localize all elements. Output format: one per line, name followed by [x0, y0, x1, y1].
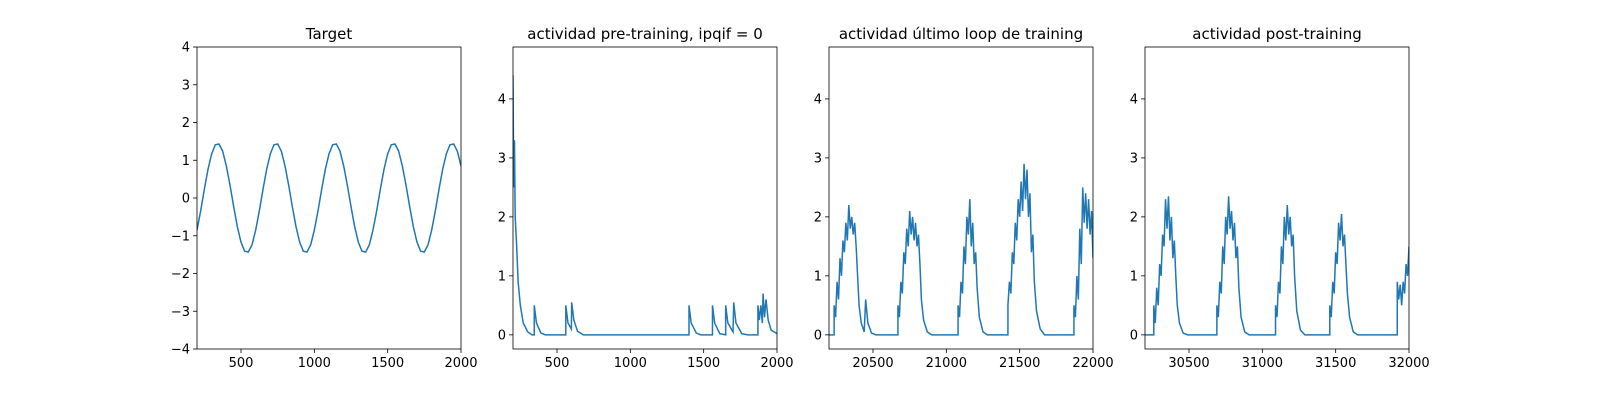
x-tick-label: 500 — [229, 356, 254, 371]
chart-title: actividad pre-training, ipqif = 0 — [527, 25, 763, 43]
x-tick-label: 2000 — [444, 356, 477, 371]
x-tick-label: 22000 — [1072, 356, 1113, 371]
x-tick-label: 20500 — [852, 356, 893, 371]
y-tick-label: 2 — [182, 116, 190, 131]
y-tick-label: 1 — [498, 269, 506, 284]
x-tick-label: 32000 — [1388, 356, 1429, 371]
y-tick-label: −4 — [171, 343, 190, 358]
y-tick-label: 4 — [182, 41, 190, 56]
y-tick-label: 2 — [814, 210, 822, 225]
data-line — [197, 143, 461, 253]
axes-frame — [196, 46, 462, 350]
y-tick-label: 3 — [182, 78, 190, 93]
y-tick-label: 0 — [182, 192, 190, 207]
x-tick-label: 1500 — [687, 356, 720, 371]
axes-frame — [1144, 46, 1410, 350]
chart-title: actividad post-training — [1192, 25, 1361, 43]
x-tick-label: 31000 — [1242, 356, 1283, 371]
x-tick-label: 1000 — [298, 356, 331, 371]
data-line — [513, 75, 777, 336]
y-tick-label: 4 — [498, 92, 506, 107]
x-tick-label: 30500 — [1168, 356, 1209, 371]
y-tick-label: 3 — [498, 151, 506, 166]
y-tick-label: 2 — [1130, 210, 1138, 225]
data-line — [829, 163, 1093, 336]
y-tick-label: 3 — [814, 151, 822, 166]
x-tick-label: 2000 — [760, 356, 793, 371]
y-tick-label: 1 — [814, 269, 822, 284]
y-tick-label: 4 — [814, 92, 822, 107]
x-tick-label: 21000 — [926, 356, 967, 371]
y-tick-label: −3 — [171, 305, 190, 320]
x-tick-label: 1500 — [371, 356, 404, 371]
y-tick-label: 0 — [498, 328, 506, 343]
y-tick-label: −1 — [171, 229, 190, 244]
y-tick-label: 4 — [1130, 92, 1138, 107]
chart-title: actividad último loop de training — [839, 25, 1083, 43]
y-tick-label: 2 — [498, 210, 506, 225]
axes-frame — [512, 46, 778, 350]
y-tick-label: 1 — [1130, 269, 1138, 284]
y-tick-label: 1 — [182, 154, 190, 169]
chart-title: Target — [305, 25, 353, 43]
y-tick-label: 0 — [1130, 328, 1138, 343]
x-tick-label: 31500 — [1315, 356, 1356, 371]
y-tick-label: −2 — [171, 267, 190, 282]
x-tick-label: 1000 — [614, 356, 647, 371]
y-tick-label: 0 — [814, 328, 822, 343]
y-tick-label: 3 — [1130, 151, 1138, 166]
axes-frame — [828, 46, 1094, 350]
x-tick-label: 500 — [545, 356, 570, 371]
x-tick-label: 21500 — [999, 356, 1040, 371]
data-line — [1145, 196, 1409, 336]
